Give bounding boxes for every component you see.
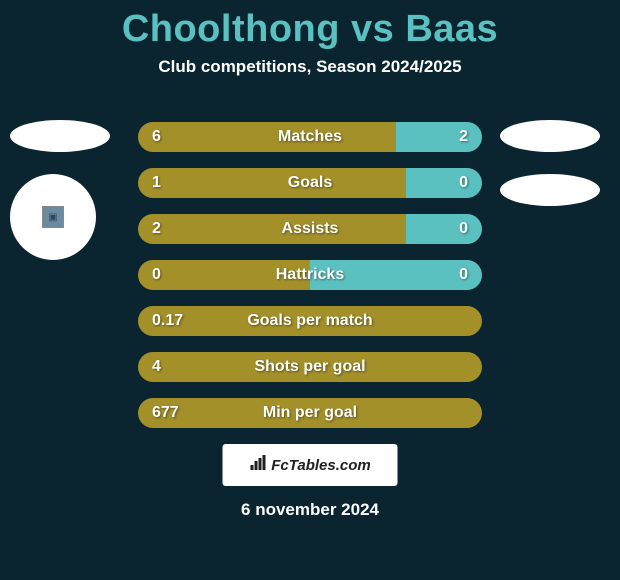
player-avatar-left-1 xyxy=(10,120,110,152)
stat-value-right: 0 xyxy=(459,220,468,238)
stat-bar-left: 6 xyxy=(138,122,396,152)
stat-bar-right xyxy=(468,352,482,382)
player-avatar-right-1 xyxy=(500,120,600,152)
stat-bar-left: 4 xyxy=(138,352,468,382)
placeholder-image-icon: ▣ xyxy=(42,206,64,228)
stat-row: 0.17Goals per match xyxy=(138,306,482,336)
stat-row: 00Hattricks xyxy=(138,260,482,290)
stat-bar-left: 0 xyxy=(138,260,310,290)
brand-label: FcTables.com xyxy=(271,457,370,474)
stat-bar-right: 2 xyxy=(396,122,482,152)
page-title: Choolthong vs Baas xyxy=(0,0,620,51)
stat-value-left: 1 xyxy=(152,174,161,192)
chart-icon xyxy=(249,455,267,475)
stat-bar-right xyxy=(468,306,482,336)
stat-row: 4Shots per goal xyxy=(138,352,482,382)
stat-bar-left: 677 xyxy=(138,398,468,428)
stat-bar-right: 0 xyxy=(406,168,482,198)
left-avatar-column: ▣ xyxy=(10,120,120,282)
right-avatar-column xyxy=(500,120,610,228)
stat-value-left: 677 xyxy=(152,404,179,422)
stat-row: 20Assists xyxy=(138,214,482,244)
stats-bars: 62Matches10Goals20Assists00Hattricks0.17… xyxy=(138,122,482,444)
stat-value-right: 0 xyxy=(459,174,468,192)
stat-value-left: 4 xyxy=(152,358,161,376)
subtitle: Club competitions, Season 2024/2025 xyxy=(0,57,620,77)
player-avatar-left-2: ▣ xyxy=(10,174,96,260)
stat-value-left: 0 xyxy=(152,266,161,284)
stat-bar-right xyxy=(468,398,482,428)
stat-value-right: 2 xyxy=(459,128,468,146)
player-avatar-right-2 xyxy=(500,174,600,206)
stat-row: 10Goals xyxy=(138,168,482,198)
date-label: 6 november 2024 xyxy=(0,500,620,520)
stat-bar-left: 0.17 xyxy=(138,306,468,336)
stat-value-left: 2 xyxy=(152,220,161,238)
stat-value-left: 6 xyxy=(152,128,161,146)
stat-bar-right: 0 xyxy=(406,214,482,244)
stat-row: 677Min per goal xyxy=(138,398,482,428)
stat-bar-left: 2 xyxy=(138,214,406,244)
stat-value-left: 0.17 xyxy=(152,312,183,330)
stat-row: 62Matches xyxy=(138,122,482,152)
stat-value-right: 0 xyxy=(459,266,468,284)
brand-badge: FcTables.com xyxy=(223,444,398,486)
stat-bar-left: 1 xyxy=(138,168,406,198)
stat-bar-right: 0 xyxy=(310,260,482,290)
